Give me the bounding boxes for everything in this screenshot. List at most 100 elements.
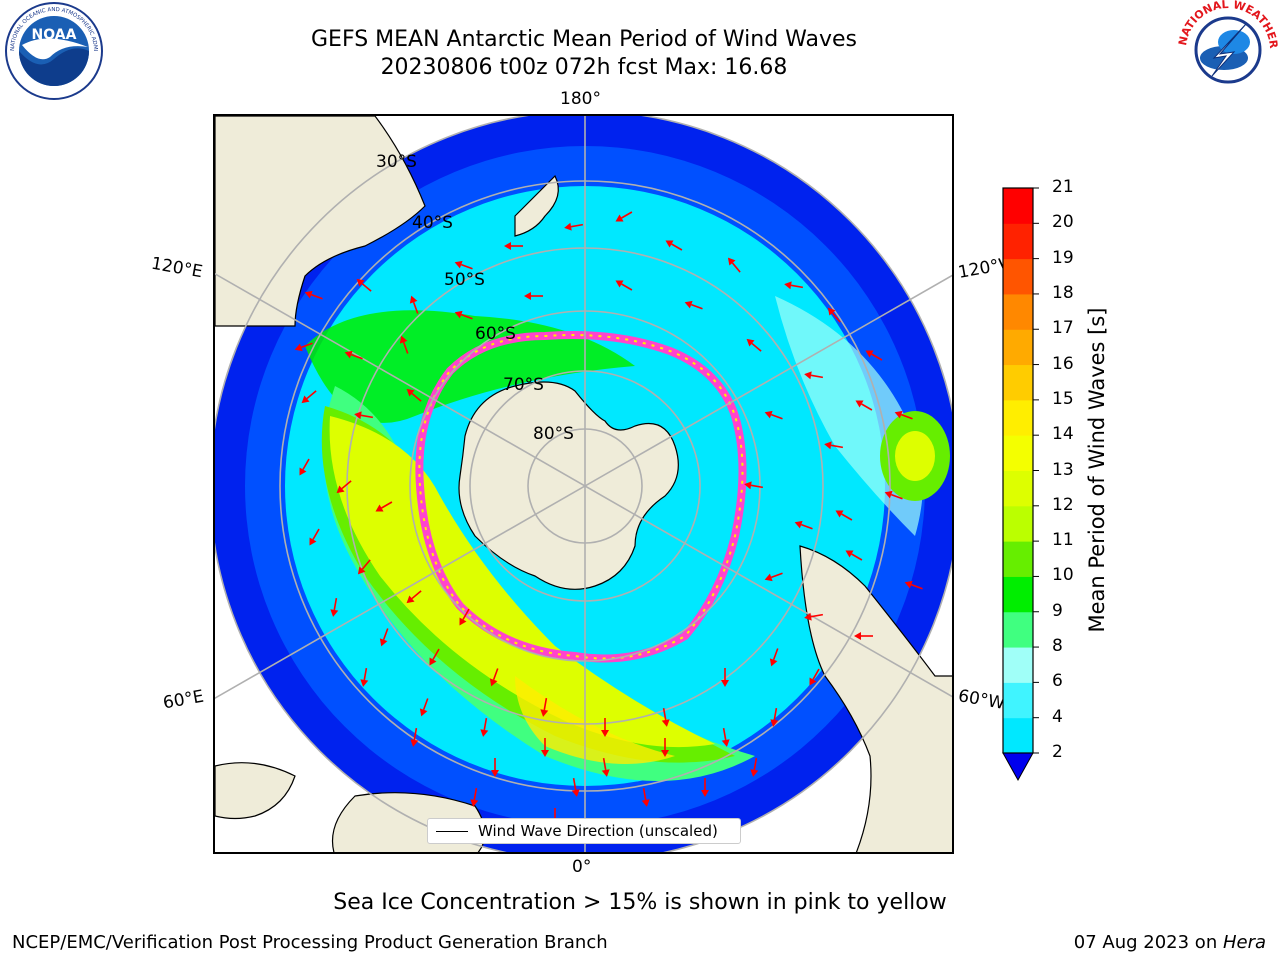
- lon-label-60e: 60°E: [161, 686, 206, 714]
- colorbar-segment: [1003, 541, 1033, 577]
- footer-machine: Hera: [1222, 932, 1266, 953]
- wave-direction-arrow: [480, 717, 489, 737]
- wave-direction-arrow: [354, 411, 374, 420]
- colorbar-tick-label: 2: [1052, 742, 1063, 762]
- nws-logo: NATIONAL WEATHER SERVICE: [1172, 0, 1280, 102]
- wave-direction-arrow: [454, 260, 473, 270]
- wave-direction-arrow: [410, 727, 419, 747]
- wave-direction-arrow: [524, 292, 543, 300]
- wave-direction-arrow: [727, 257, 741, 273]
- wave-direction-arrow: [601, 757, 610, 777]
- colorbar-segment: [1003, 647, 1033, 683]
- figure-title-line1: GEFS MEAN Antarctic Mean Period of Wind …: [311, 27, 857, 52]
- wave-direction-arrow: [459, 608, 470, 626]
- colorbar-segment: [1003, 329, 1033, 366]
- wave-direction-arrow: [615, 211, 633, 222]
- wave-direction-arrow: [330, 597, 339, 617]
- wave-direction-arrow: [884, 490, 903, 500]
- lat-label-50s: 50°S: [444, 270, 485, 290]
- wave-direction-arrow: [746, 338, 762, 352]
- wave-direction-arrow: [845, 550, 863, 561]
- wave-direction-arrow: [721, 727, 730, 747]
- wave-direction-arrow: [454, 310, 473, 320]
- wave-direction-arrow: [865, 350, 883, 361]
- wave-direction-arrow: [564, 222, 584, 231]
- colorbar-tick-label: 9: [1052, 600, 1063, 621]
- wave-direction-arrow: [827, 307, 841, 323]
- polar-map: [213, 114, 954, 854]
- wave-direction-arrow: [540, 697, 549, 717]
- colorbar-segment: [1003, 258, 1033, 295]
- wave-direction-arrow: [304, 290, 323, 300]
- wave-direction-arrow: [770, 707, 779, 727]
- lon-label-180: 180°: [560, 89, 601, 109]
- wave-direction-arrow: [429, 648, 440, 666]
- lon-label-0: 0°: [572, 857, 592, 877]
- wave-direction-arrow: [769, 648, 779, 667]
- colorbar-segment: [1003, 223, 1033, 260]
- colorbar-tick-label: 21: [1052, 177, 1074, 197]
- wave-direction-arrow: [356, 278, 372, 292]
- colorbar-segment: [1003, 717, 1033, 754]
- footer-date-text: 07 Aug 2023 on: [1073, 932, 1223, 953]
- wave-direction-arrow: [721, 668, 729, 687]
- wave-direction-arrow: [809, 668, 820, 686]
- wave-direction-arrow: [406, 590, 422, 604]
- colorbar-tick-label: 14: [1052, 424, 1074, 445]
- land-masses: [215, 116, 952, 852]
- wave-direction-arrow: [344, 350, 363, 360]
- colorbar-segment: [1003, 505, 1033, 542]
- wave-direction-arrow: [375, 501, 393, 512]
- sea-ice-note: Sea Ice Concentration > 15% is shown in …: [333, 890, 947, 915]
- wave-direction-arrow: [379, 628, 389, 647]
- wave-direction-arrow: [491, 758, 499, 777]
- wave-direction-arrow: [470, 787, 479, 807]
- wave-direction-arrow: [665, 240, 683, 251]
- colorbar-tick-label: 20: [1052, 212, 1074, 233]
- noaa-logo: NOAA NATIONAL OCEANIC AND ATMOSPHERIC AD…: [0, 0, 106, 103]
- wave-direction-arrow: [661, 738, 669, 757]
- wave-direction-arrow: [764, 410, 783, 420]
- colorbar-tick-label: 19: [1052, 247, 1074, 268]
- wave-direction-arrow: [541, 738, 549, 757]
- wave-direction-arrow: [804, 612, 824, 621]
- colorbar-segment: [1003, 682, 1033, 719]
- wave-direction-arrow: [360, 667, 369, 687]
- colorbar-tick-label: 18: [1052, 282, 1074, 303]
- colorbar-tick-label: 16: [1052, 353, 1074, 374]
- wave-direction-arrow: [750, 757, 759, 777]
- wave-direction-arrow: [301, 390, 317, 404]
- wave-direction-arrow: [794, 520, 813, 530]
- wave-direction-arrow: [854, 632, 873, 640]
- wave-direction-arrow: [744, 481, 764, 490]
- lon-label-60w: 60°W: [956, 686, 1007, 714]
- lat-label-40s: 40°S: [412, 213, 453, 233]
- wave-direction-arrow: [835, 510, 853, 521]
- colorbar-segment: [1003, 364, 1033, 401]
- wave-direction-arrow: [855, 400, 873, 411]
- wave-direction-arrow: [294, 342, 313, 352]
- colorbar: [1002, 187, 1039, 782]
- map-legend: Wind Wave Direction (unscaled): [427, 818, 741, 844]
- colorbar-segment: [1003, 399, 1033, 436]
- graticule: [215, 116, 952, 852]
- wave-direction-arrow: [309, 528, 320, 546]
- colorbar-tick-label: 6: [1052, 671, 1063, 692]
- wave-direction-arrow: [804, 371, 824, 380]
- colorbar-tick-label: 13: [1052, 459, 1074, 480]
- lat-label-30s: 30°S: [376, 152, 417, 172]
- wave-direction-arrow: [784, 281, 804, 290]
- colorbar-tick-label: 10: [1052, 565, 1074, 586]
- wave-direction-arrow: [299, 458, 310, 476]
- colorbar-segment: [1003, 188, 1033, 224]
- colorbar-segment: [1003, 576, 1033, 613]
- wave-direction-arrow: [357, 559, 371, 575]
- lat-label-60s: 60°S: [475, 324, 516, 344]
- lat-label-80s: 80°S: [533, 424, 574, 444]
- wave-direction-arrow: [824, 441, 844, 450]
- colorbar-segment: [1003, 293, 1033, 330]
- wave-direction-arrow: [701, 778, 709, 797]
- colorbar-segment: [1003, 611, 1033, 648]
- footer-credit: NCEP/EMC/Verification Post Processing Pr…: [12, 932, 608, 953]
- legend-line: [436, 831, 468, 832]
